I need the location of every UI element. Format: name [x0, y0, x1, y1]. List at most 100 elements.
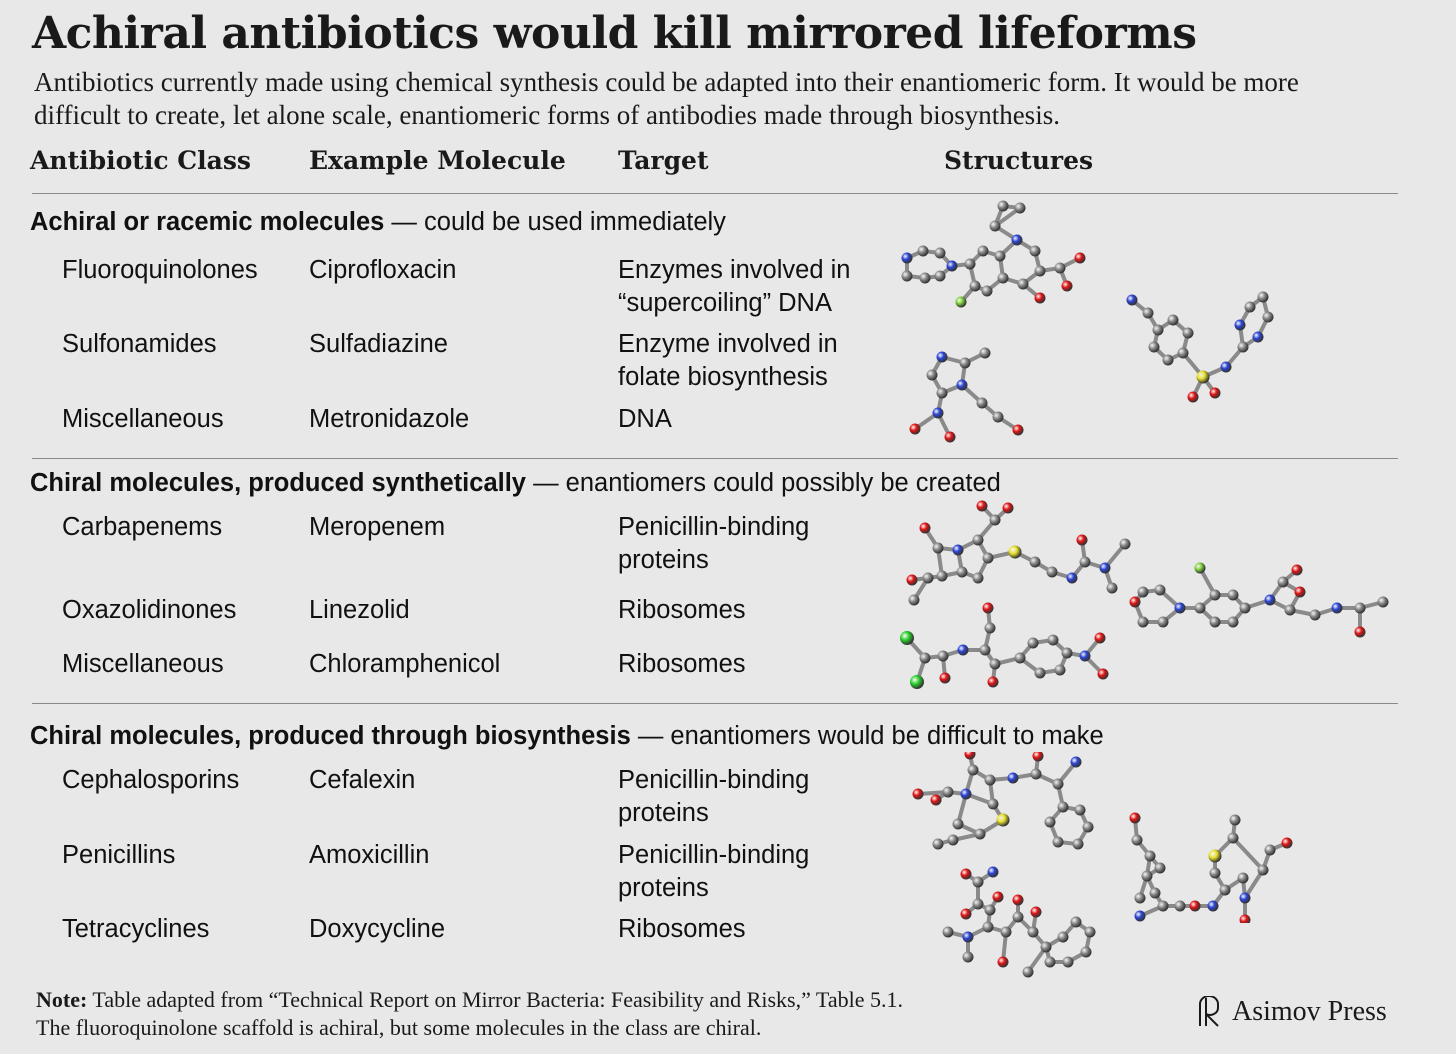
- atom: [1046, 566, 1058, 578]
- atom: [1070, 916, 1082, 928]
- atom: [960, 908, 972, 920]
- atom: [1152, 324, 1164, 336]
- atom: [1257, 864, 1269, 876]
- subtitle: Antibiotics currently made using chemica…: [34, 67, 1299, 130]
- atom: [1207, 900, 1219, 912]
- atom: [1157, 900, 1169, 912]
- atom: [1012, 424, 1024, 436]
- atom: [1144, 850, 1156, 862]
- atom: [937, 650, 949, 662]
- atom: [984, 904, 996, 916]
- atom: [1244, 301, 1256, 313]
- atom: [981, 285, 993, 297]
- atom: [1182, 327, 1194, 339]
- table-cell-class: Penicillins: [62, 841, 176, 869]
- atom: [1148, 341, 1160, 353]
- atom: [996, 813, 1010, 827]
- page-title: Achiral antibiotics would kill mirrored …: [32, 8, 1197, 59]
- atom: [919, 272, 931, 284]
- atom: [1074, 804, 1086, 816]
- atom: [974, 828, 986, 840]
- atom: [1014, 202, 1026, 214]
- atom: [1119, 538, 1131, 550]
- atom: [997, 956, 1009, 968]
- atom: [939, 672, 951, 684]
- atom: [1002, 502, 1014, 514]
- atom: [1029, 556, 1041, 568]
- atom: [1174, 900, 1186, 912]
- atom: [1079, 650, 1091, 662]
- atom: [1331, 602, 1343, 614]
- table-cell-target: DNA: [618, 405, 672, 433]
- atom: [909, 423, 921, 435]
- atom: [972, 534, 984, 546]
- atom: [1054, 664, 1066, 676]
- table-cell-molecule: Chloramphenicol: [309, 650, 501, 678]
- atom: [1209, 589, 1221, 601]
- atom: [1052, 778, 1064, 790]
- atom: [976, 397, 988, 409]
- atom: [942, 926, 954, 938]
- atom: [972, 876, 984, 888]
- atom: [1281, 837, 1293, 849]
- atom: [934, 270, 946, 282]
- table-cell-target: Penicillin-binding proteins: [618, 841, 810, 902]
- atom: [1054, 262, 1066, 274]
- section-title-chiral-synthetic: Chiral molecules, produced synthetically…: [30, 469, 1001, 497]
- atom: [1187, 391, 1199, 403]
- atom: [997, 272, 1009, 284]
- atom: [926, 369, 938, 381]
- atom: [1094, 632, 1106, 644]
- atom: [956, 566, 968, 578]
- atom: [947, 834, 959, 846]
- atom: [1082, 821, 1094, 833]
- atom: [1137, 586, 1149, 598]
- atom: [908, 594, 920, 606]
- atom: [1208, 849, 1222, 863]
- footnote-label: Note:: [36, 987, 88, 1012]
- atom: [1061, 280, 1073, 292]
- table-cell-molecule: Cefalexin: [309, 766, 416, 794]
- atom: [1131, 834, 1143, 846]
- header-divider: [32, 193, 1398, 194]
- atom: [917, 245, 929, 257]
- table-cell-target: Ribosomes: [618, 915, 746, 943]
- atom: [1264, 844, 1276, 856]
- atom: [1262, 311, 1274, 323]
- atom: [1057, 931, 1069, 943]
- asimov-press-logo-icon: [1199, 996, 1219, 1027]
- atom: [957, 644, 969, 656]
- atom: [1294, 586, 1306, 598]
- atom: [1264, 594, 1276, 606]
- atom: [932, 838, 944, 850]
- atom: [1052, 836, 1064, 848]
- atom: [1034, 292, 1046, 304]
- atom: [1234, 319, 1246, 331]
- atom: [1030, 768, 1042, 780]
- table-cell-molecule: Amoxicillin: [309, 841, 430, 869]
- atom: [1097, 668, 1109, 680]
- atom: [972, 572, 984, 584]
- atom: [1174, 602, 1186, 614]
- atom: [1291, 564, 1303, 576]
- atom: [982, 602, 994, 614]
- atom: [1106, 582, 1118, 594]
- section-divider: [32, 703, 1398, 704]
- atom: [1141, 870, 1153, 882]
- atom: [1040, 941, 1052, 953]
- atom: [984, 774, 996, 786]
- table-cell-target: Ribosomes: [618, 596, 746, 624]
- table-cell-molecule: Sulfadiazine: [309, 330, 448, 358]
- atom: [906, 574, 918, 586]
- table-cell-class: Miscellaneous: [62, 650, 224, 678]
- atom: [959, 357, 971, 369]
- atom: [969, 280, 981, 292]
- table-cell-molecule: Ciprofloxacin: [309, 256, 457, 284]
- atom: [1209, 867, 1221, 879]
- atom: [1354, 602, 1366, 614]
- atom: [1079, 556, 1091, 568]
- bond: [1243, 868, 1265, 900]
- header-example-molecule: Example Molecule: [309, 146, 566, 175]
- atom: [910, 675, 924, 689]
- atom: [1237, 872, 1249, 884]
